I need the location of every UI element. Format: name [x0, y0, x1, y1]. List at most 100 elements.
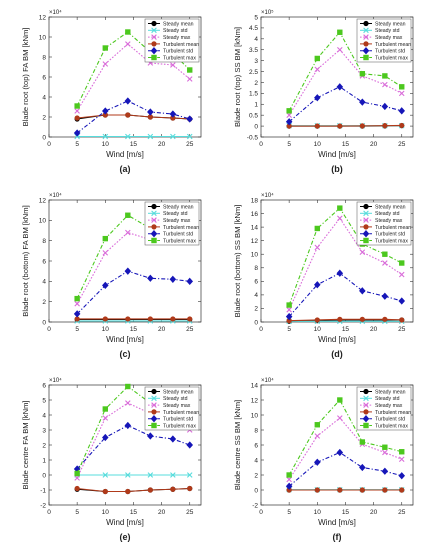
axis-exponent: ×10⁴ [261, 192, 274, 199]
y-tick-label: 5 [42, 397, 46, 404]
x-tick-label: 0 [47, 509, 51, 516]
x-tick-label: 25 [398, 326, 406, 333]
legend-marker [364, 389, 368, 393]
legend-entry: Turbulent max [163, 238, 196, 244]
legend-marker [364, 238, 368, 242]
y-tick-label: 4 [254, 457, 258, 464]
data-point [103, 489, 107, 493]
legend-entry: Turbulent mean [163, 42, 199, 48]
y-tick-label: 10 [39, 218, 47, 225]
y-tick-label: 18 [251, 197, 259, 204]
legend-entry: Turbulent max [163, 423, 196, 429]
x-tick-label: 25 [398, 509, 406, 516]
y-tick-label: 2 [42, 442, 46, 449]
x-axis-label: Wind [m/s] [318, 335, 356, 344]
y-tick-label: 0 [254, 487, 258, 494]
data-point [383, 488, 387, 492]
data-point [315, 124, 319, 128]
y-tick-label: 1 [254, 102, 258, 109]
data-point [400, 318, 404, 322]
data-point [75, 486, 79, 490]
data-point [103, 236, 107, 240]
y-axis-label: Blade root (bottom) FA BM [kNm] [21, 205, 30, 316]
data-point [383, 124, 387, 128]
legend-entry: Turbulent max [375, 423, 408, 429]
legend-entry: Turbulent mean [375, 42, 411, 48]
x-tick-label: 15 [130, 141, 138, 148]
y-tick-label: 4.5 [249, 25, 258, 32]
y-tick-label: 12 [251, 397, 259, 404]
legend-marker [364, 42, 368, 46]
x-tick-label: 5 [75, 326, 79, 333]
legend-entry: Turbulent std [375, 49, 405, 55]
axis-exponent: ×10⁴ [49, 9, 62, 16]
y-tick-label: 2 [254, 306, 258, 313]
data-point [148, 488, 152, 492]
data-point [75, 296, 79, 300]
legend-marker [364, 204, 368, 208]
legend-entry: Steady mean [163, 389, 194, 395]
data-point [126, 213, 130, 217]
y-tick-label: 4 [254, 36, 258, 43]
legend-entry: Turbulent mean [163, 225, 199, 231]
y-tick-label: 14 [251, 382, 259, 389]
legend-entry: Steady max [163, 35, 191, 41]
panel-label: (e) [120, 532, 131, 542]
x-tick-label: 5 [75, 141, 79, 148]
legend-entry: Steady std [163, 28, 188, 34]
y-tick-label: 3 [254, 58, 258, 65]
y-axis-label: Blade centre FA BM [kNm] [21, 400, 30, 489]
legend-entry: Turbulent std [375, 417, 405, 423]
x-tick-label: 0 [259, 326, 263, 333]
x-axis-label: Wind [m/s] [106, 150, 144, 159]
legend-entry: Turbulent std [163, 232, 193, 238]
data-point [315, 488, 319, 492]
x-tick-label: 20 [158, 326, 166, 333]
y-tick-label: -2 [40, 502, 46, 509]
data-point [360, 317, 364, 321]
x-tick-label: 15 [342, 509, 350, 516]
data-point [315, 226, 319, 230]
panel-label: (c) [120, 349, 131, 359]
legend-marker [364, 21, 368, 25]
legend-entry: Steady mean [375, 204, 406, 210]
data-point [188, 486, 192, 490]
data-point [360, 72, 364, 76]
data-point [126, 317, 130, 321]
data-point [188, 68, 192, 72]
y-tick-label: 10 [251, 412, 259, 419]
x-tick-label: 20 [158, 509, 166, 516]
data-point [126, 384, 130, 388]
data-point [315, 423, 319, 427]
x-tick-label: 20 [370, 141, 378, 148]
data-point [400, 85, 404, 89]
data-point [75, 471, 79, 475]
legend-entry: Steady mean [163, 204, 194, 210]
data-point [287, 109, 291, 113]
legend-entry: Steady max [375, 403, 403, 409]
y-tick-label: 2 [42, 299, 46, 306]
data-point [400, 450, 404, 454]
y-tick-label: 6 [42, 258, 46, 265]
x-tick-label: 5 [287, 326, 291, 333]
y-tick-label: 0 [42, 134, 46, 141]
y-tick-label: 2.5 [249, 69, 258, 76]
data-point [360, 488, 364, 492]
y-tick-label: 1.5 [249, 91, 258, 98]
data-point [148, 317, 152, 321]
y-tick-label: 12 [251, 238, 259, 245]
y-tick-label: 8 [42, 238, 46, 245]
x-tick-label: 25 [398, 141, 406, 148]
x-tick-label: 0 [47, 326, 51, 333]
data-point [287, 473, 291, 477]
panel-label: (d) [331, 349, 343, 359]
y-tick-label: 12 [39, 197, 47, 204]
x-tick-label: 0 [259, 509, 263, 516]
y-tick-label: 4 [254, 292, 258, 299]
